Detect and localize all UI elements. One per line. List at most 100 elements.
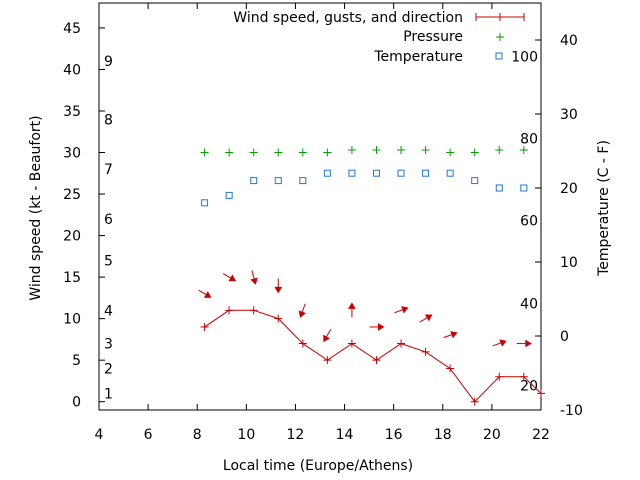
wind-speed-point — [225, 306, 234, 315]
y-left-tick-label: 40 — [63, 62, 81, 78]
wind-speed-point — [397, 339, 406, 348]
wind-speed-point — [323, 356, 332, 365]
axis-ticks — [99, 3, 541, 411]
temperature-point — [225, 191, 233, 199]
pressure-point — [421, 146, 430, 155]
beaufort-label: 1 — [104, 386, 113, 402]
temperature-point — [323, 169, 331, 177]
y-left-tick-label: 45 — [63, 21, 81, 37]
arrow-head — [525, 339, 532, 348]
wind-direction-arrow — [298, 303, 306, 318]
y-left-tick-label: 0 — [72, 395, 81, 411]
wind-speed-point — [421, 347, 430, 356]
wind-speed-point — [372, 356, 381, 365]
arrow-head — [250, 277, 258, 285]
arrow-head — [348, 302, 356, 309]
y-right-tick-label: 10 — [560, 255, 578, 271]
wind-speed-point — [347, 339, 356, 348]
beaufort-label: 6 — [104, 212, 113, 228]
wind-speed-point — [537, 389, 545, 398]
y-left-tick-label: 10 — [63, 312, 81, 328]
wind-speed-line — [204, 309, 542, 403]
x-tick-labels: 4 6 8 10 12 14 16 18 20 22 — [95, 427, 550, 443]
legend-swatch-temperature — [495, 52, 503, 60]
x-tick-label: 18 — [434, 427, 452, 443]
fahrenheit-labels: 20 40 60 80 100 — [511, 49, 538, 394]
x-tick-label: 14 — [336, 427, 354, 443]
y-right-tick-label: -10 — [560, 403, 583, 419]
x-tick-label: 4 — [95, 427, 104, 443]
wind-direction-arrows — [198, 270, 532, 348]
wind-speed-point — [274, 314, 283, 323]
x-axis-label: Local time (Europe/Athens) — [223, 458, 413, 474]
y-left-tick-label: 35 — [63, 104, 81, 120]
temperature-point — [397, 169, 405, 177]
plot-frame — [98, 2, 542, 411]
y-left-tick-label: 5 — [72, 353, 81, 369]
series-layer — [200, 146, 545, 406]
arrow-head — [499, 339, 507, 347]
arrow-head — [323, 334, 330, 343]
beaufort-label: 8 — [104, 112, 113, 128]
temperature-point — [422, 169, 430, 177]
beaufort-label: 7 — [104, 162, 113, 178]
beaufort-label: 3 — [104, 337, 113, 353]
wind-speed-point — [470, 397, 479, 406]
wind-speed-point — [519, 372, 528, 381]
wind-direction-arrow — [369, 323, 385, 331]
y-left-tick-labels: 0 5 10 15 20 25 30 35 40 45 — [63, 21, 81, 411]
wind-direction-arrow — [348, 302, 356, 318]
y-right-tick-label: 30 — [560, 107, 578, 123]
pressure-point — [347, 146, 356, 155]
legend: Wind speed, gusts, and direction Pressur… — [233, 10, 525, 65]
arrow-head — [298, 310, 306, 318]
wind-direction-arrow — [198, 289, 212, 298]
legend-swatch-pressure — [496, 33, 504, 41]
pressure-point — [200, 148, 209, 157]
fahrenheit-label: 80 — [520, 131, 538, 147]
x-tick-label: 6 — [144, 427, 153, 443]
pressure-point — [519, 146, 528, 155]
y-left-axis-label: Wind speed (kt - Beaufort) — [28, 115, 44, 300]
arrow-head — [228, 274, 237, 282]
pressure-point — [446, 148, 455, 157]
pressure-point — [225, 148, 234, 157]
y-left-tick-label: 20 — [63, 229, 81, 245]
pressure-point — [249, 148, 258, 157]
wind-direction-arrow — [222, 273, 237, 282]
temperature-point — [250, 177, 258, 185]
wind-direction-arrow — [250, 270, 258, 285]
legend-label-pressure: Pressure — [403, 29, 463, 45]
y-right-tick-label: 40 — [560, 33, 578, 49]
legend-label-temperature: Temperature — [373, 49, 463, 65]
fahrenheit-label: 20 — [520, 379, 538, 395]
wind-direction-arrow — [419, 314, 433, 323]
wind-direction-arrow — [516, 339, 532, 348]
arrow-head — [401, 306, 409, 314]
x-tick-label: 12 — [287, 427, 305, 443]
temperature-point — [372, 169, 380, 177]
arrow-head — [274, 286, 283, 294]
y-left-tick-label: 15 — [63, 270, 81, 286]
beaufort-label: 4 — [104, 303, 113, 319]
y-right-axis-label: Temperature (C - F) — [596, 140, 612, 277]
pressure-point — [495, 146, 504, 155]
temperature-point — [520, 184, 528, 192]
y-right-tick-labels: -10 0 10 20 30 40 — [560, 33, 583, 419]
beaufort-label: 9 — [104, 54, 113, 70]
x-tick-label: 22 — [532, 427, 550, 443]
wind-direction-arrow — [443, 331, 458, 339]
y-right-tick-label: 0 — [560, 329, 569, 345]
temperature-point — [471, 177, 479, 185]
x-tick-label: 10 — [237, 427, 255, 443]
fahrenheit-label: 100 — [511, 49, 538, 65]
pressure-point — [397, 146, 406, 155]
fahrenheit-label: 40 — [520, 296, 538, 312]
wind-speed-point — [200, 322, 209, 331]
wind-speed-point — [249, 306, 258, 315]
pressure-point — [372, 146, 381, 155]
beaufort-labels: 1 2 3 4 5 6 7 8 9 — [104, 54, 113, 402]
arrow-head — [377, 323, 385, 331]
legend-label-wind: Wind speed, gusts, and direction — [233, 10, 463, 26]
